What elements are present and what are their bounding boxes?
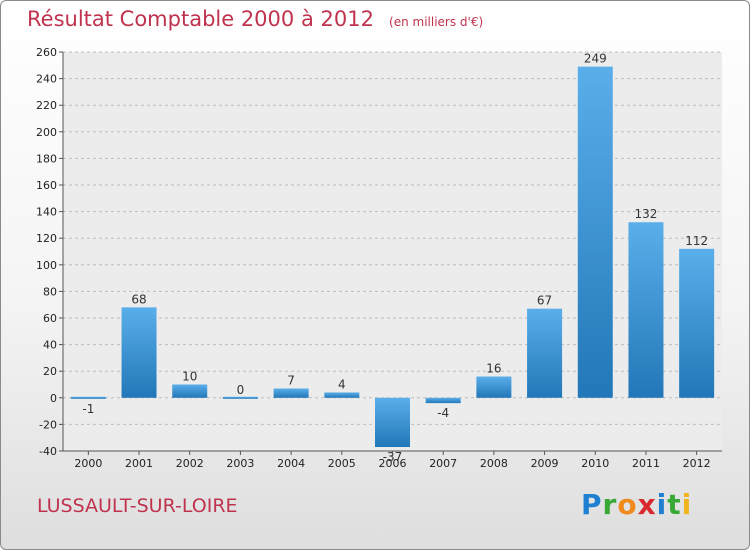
y-tick-label: 240: [36, 73, 57, 86]
logo-letter: o: [617, 488, 638, 521]
y-tick-label: 80: [43, 285, 57, 298]
x-tick-label: 2006: [379, 457, 407, 470]
x-tick-label: 2003: [226, 457, 254, 470]
bar: [121, 307, 157, 398]
x-tick-label: 2010: [581, 457, 609, 470]
x-tick-label: 2002: [176, 457, 204, 470]
x-tick-label: 2005: [328, 457, 356, 470]
y-tick-label: 260: [36, 46, 57, 59]
bar: [425, 397, 461, 404]
y-tick-label: 0: [50, 392, 57, 405]
data-label: 10: [182, 370, 197, 384]
logo-letter: x: [637, 488, 657, 521]
x-tick-label: 2004: [277, 457, 305, 470]
bar: [679, 248, 715, 398]
bar: [527, 308, 563, 398]
y-tick-label: 60: [43, 312, 57, 325]
logo-letter: P: [581, 488, 603, 521]
commune-name: LUSSAULT-SUR-LOIRE: [37, 495, 238, 517]
bar: [70, 396, 106, 399]
data-label: 68: [131, 292, 146, 306]
chart-unit: (en milliers d'€): [389, 15, 484, 29]
y-tick-label: 180: [36, 152, 57, 165]
logo-letter: i: [681, 488, 693, 521]
x-tick-label: 2000: [74, 457, 102, 470]
x-tick-label: 2009: [531, 457, 559, 470]
bar: [375, 397, 410, 448]
bar: [324, 392, 360, 398]
plot-area: [63, 52, 722, 451]
bar: [222, 396, 258, 399]
data-label: 0: [237, 383, 245, 397]
chart-title: Résultat Comptable 2000 à 2012: [27, 7, 374, 31]
data-label: 7: [287, 373, 295, 387]
data-label: 67: [537, 294, 552, 308]
data-label: 112: [685, 234, 708, 248]
y-tick-label: 120: [36, 232, 57, 245]
y-tick-label: -20: [39, 418, 57, 431]
y-tick-label: 40: [43, 339, 57, 352]
proxiti-logo: Proxiti: [581, 488, 692, 521]
bar: [172, 384, 208, 398]
data-label: -1: [82, 402, 94, 416]
y-tick-label: -40: [39, 445, 57, 458]
x-tick-label: 2007: [429, 457, 457, 470]
logo-letter: r: [602, 488, 618, 521]
chart-title-line: Résultat Comptable 2000 à 2012 (en milli…: [27, 7, 483, 31]
logo-letter: i: [656, 488, 668, 521]
data-label: 4: [338, 377, 346, 391]
bar: [476, 376, 512, 398]
y-tick-label: 100: [36, 259, 57, 272]
logo-letter: t: [667, 488, 682, 521]
bar: [273, 388, 309, 398]
y-tick-label: 20: [43, 365, 57, 378]
data-label: 249: [584, 52, 607, 66]
x-tick-label: 2011: [632, 457, 660, 470]
data-label: 132: [635, 207, 658, 221]
y-tick-label: 160: [36, 179, 57, 192]
y-tick-label: 220: [36, 99, 57, 112]
y-tick-label: 140: [36, 206, 57, 219]
data-label: 16: [486, 362, 501, 376]
y-tick-label: 200: [36, 126, 57, 139]
bar: [577, 66, 613, 398]
bar: [628, 222, 664, 398]
x-tick-label: 2012: [683, 457, 711, 470]
data-label: -4: [437, 406, 449, 420]
x-tick-label: 2001: [125, 457, 153, 470]
x-tick-label: 2008: [480, 457, 508, 470]
data-label: -37: [383, 450, 403, 464]
